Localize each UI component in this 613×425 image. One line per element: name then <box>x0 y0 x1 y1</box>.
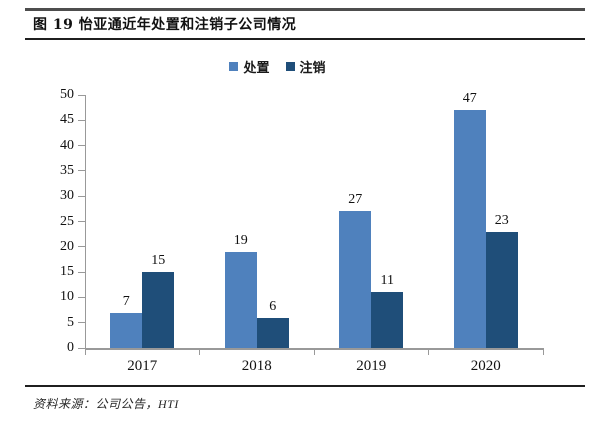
y-axis-tick <box>78 221 85 222</box>
bar-value-label: 11 <box>380 273 394 289</box>
bar-处置-2018 <box>224 251 257 348</box>
y-axis-tick <box>78 119 85 121</box>
y-axis-tick <box>78 296 85 298</box>
y-axis-label: 50 <box>60 87 74 102</box>
y-axis-label: 5 <box>67 314 74 330</box>
bar-value-label: 7 <box>122 293 130 309</box>
bar-value-label: 15 <box>151 253 166 269</box>
x-axis-label: 2019 <box>356 358 387 374</box>
x-axis-tick <box>84 348 86 355</box>
legend-swatch-icon <box>285 62 295 71</box>
y-axis-tick <box>78 170 85 172</box>
bar-注销-2017 <box>142 272 175 348</box>
y-axis-label: 25 <box>60 213 74 229</box>
legend-label: 处置 <box>243 60 270 75</box>
bar-value-label: 6 <box>269 298 277 314</box>
y-axis-label: 35 <box>60 162 74 178</box>
y-axis-label: 15 <box>60 264 74 280</box>
bar-注销-2019 <box>371 292 404 348</box>
top-rule <box>25 8 585 11</box>
bar-处置-2017 <box>110 312 143 348</box>
x-axis-tick <box>199 348 200 355</box>
y-axis-tick <box>78 195 85 197</box>
x-axis-label: 2017 <box>127 358 158 374</box>
bar-value-label: 19 <box>233 232 248 248</box>
x-axis-tick <box>542 348 544 355</box>
legend-item-注销: 注销 <box>285 57 326 76</box>
y-axis-tick <box>78 347 85 349</box>
source-note: 资料来源：公司公告，HTI <box>33 397 179 411</box>
y-axis-label: 20 <box>60 238 74 254</box>
source-rule <box>25 385 585 387</box>
legend-swatch-icon <box>229 62 239 71</box>
x-axis-label: 2018 <box>241 358 272 374</box>
bar-处置-2019 <box>339 211 372 348</box>
y-axis-tick <box>78 322 85 324</box>
figure-title: 图 19 怡亚通近年处置和注销子公司情况 <box>33 17 297 33</box>
y-axis-tick <box>78 94 85 96</box>
bar-value-label: 23 <box>494 212 509 228</box>
y-axis-label: 0 <box>67 340 74 355</box>
x-axis-tick <box>313 348 315 355</box>
x-axis-tick <box>428 348 429 355</box>
y-axis-line <box>85 95 86 348</box>
y-axis-tick <box>78 271 85 273</box>
y-axis-label: 10 <box>60 289 74 305</box>
bar-value-label: 27 <box>348 192 363 208</box>
bar-注销-2020 <box>485 231 518 348</box>
legend-item-处置: 处置 <box>229 57 270 76</box>
y-axis-label: 45 <box>60 112 74 128</box>
bar-value-label: 47 <box>462 91 477 107</box>
y-axis-label: 40 <box>60 137 74 153</box>
legend-label: 注销 <box>299 60 326 75</box>
title-rule <box>25 38 585 40</box>
y-axis-tick <box>78 246 85 248</box>
chart-legend: 处置 注销 <box>0 57 613 76</box>
x-axis-label: 2020 <box>470 358 501 374</box>
bar-注销-2018 <box>256 317 289 348</box>
y-axis-label: 30 <box>60 188 74 204</box>
bar-处置-2020 <box>453 110 486 348</box>
y-axis-tick <box>78 145 85 147</box>
